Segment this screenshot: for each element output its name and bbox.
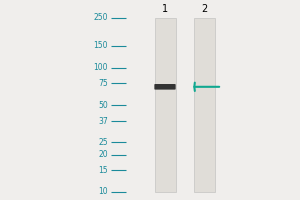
- Text: 2: 2: [201, 4, 207, 14]
- Text: 50: 50: [98, 100, 108, 110]
- Text: 100: 100: [94, 63, 108, 72]
- Text: 37: 37: [98, 117, 108, 126]
- Text: 20: 20: [98, 150, 108, 159]
- Text: 250: 250: [94, 14, 108, 22]
- Text: 25: 25: [98, 138, 108, 147]
- Bar: [194, 18, 214, 192]
- Text: 75: 75: [98, 79, 108, 88]
- Text: 10: 10: [98, 188, 108, 196]
- Bar: [154, 18, 176, 192]
- Text: 1: 1: [162, 4, 168, 14]
- Text: 150: 150: [94, 41, 108, 50]
- FancyBboxPatch shape: [154, 84, 176, 90]
- Text: 15: 15: [98, 166, 108, 175]
